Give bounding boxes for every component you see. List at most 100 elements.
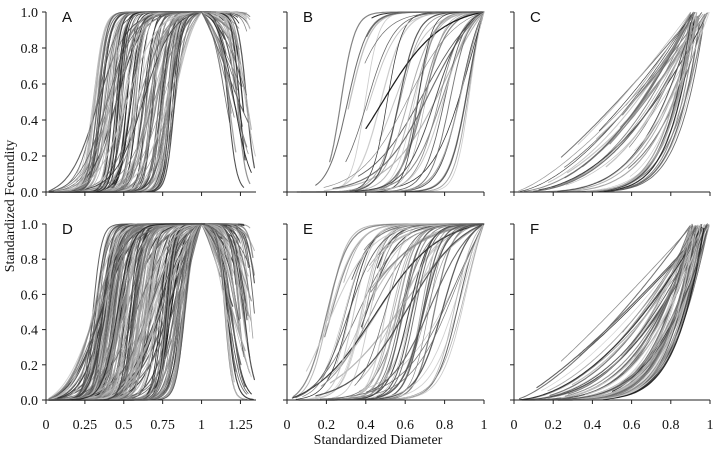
panels-group: 0.0 0.2 0.4 0.6 0.8 1.0 A B C 0 0.25 0.5 0.75 1 1.25 0.… [21,6,714,433]
panel-a-curve [48,11,249,193]
panel-b-curve [354,11,484,192]
panel-c-curve [551,17,698,193]
panel-c-curve [629,15,696,177]
panel-e-curve [315,223,484,397]
panel-e-curves [291,223,485,401]
panel-letter: E [303,221,313,238]
x-tick-label: 0 [284,418,291,433]
x-tick-label: 0.2 [318,418,336,433]
x-tick-label: 1 [481,418,488,433]
y-tick-label: 0.6 [21,288,39,303]
panel-b-curve [347,11,483,110]
panel-e-curve [354,223,484,386]
x-tick-label: 1 [707,418,714,433]
panel-c-curve [605,16,696,168]
panel-b-curve [323,11,484,188]
panel-e-curve [298,224,483,401]
x-tick-label: 0.6 [623,418,641,433]
panel-letter: F [530,221,539,238]
panel-c-curve [634,11,710,151]
panel-f: 0 0.2 0.4 0.6 0.8 1 F [510,221,714,433]
panel-c-curve [523,13,702,192]
panel-d-curves [46,222,256,401]
panel-a-curve [48,11,232,193]
panel-letter: B [303,9,313,26]
panel-c-curve [598,11,694,131]
panel-c-curve [557,16,694,192]
panel-e-curve [319,224,485,400]
panel-b-curve [332,12,484,189]
x-tick-label: 0.2 [544,418,562,433]
x-tick-label: 0.8 [662,418,680,433]
panel-c-curve [625,12,692,106]
panel-a-curve [53,11,214,193]
panel-f-curve [536,223,708,389]
panel-e-curve [377,223,485,397]
panel-f-curve [571,224,703,386]
panel-f-curve [547,224,702,392]
panel-c-curve [552,15,693,188]
panel-f-curves [518,223,710,401]
panel-b-curve [345,11,485,163]
x-tick-label: 0.4 [357,418,375,433]
panel-b-curves [296,11,485,193]
x-tick-label: 0.4 [584,418,602,433]
panel-c-curve [586,12,698,193]
panel-a-curves [48,11,256,193]
panel-c-curve [533,15,700,192]
panel-letter: A [62,9,72,26]
x-tick-label: 1 [198,418,205,433]
x-axis-title: Standardized Diameter [314,433,443,448]
panel-f-curve [518,226,703,401]
panel-f-curve [531,228,696,401]
x-tick-label: 1.25 [228,418,253,433]
panel-c: C [510,9,711,196]
y-tick-label: 0.4 [21,114,39,129]
x-tick-label: 0.25 [73,418,98,433]
panel-f-curve [523,225,695,401]
panel-e: 0 0.2 0.4 0.6 0.8 1 E [283,221,488,433]
panel-e-curve [329,224,483,384]
y-tick-label: 0.0 [21,394,39,409]
panel-c-curve [560,11,696,158]
panel-f-curve [603,227,705,400]
x-tick-label: 0.6 [396,418,414,433]
panel-f-curve [560,225,705,399]
panel-c-curve [538,12,708,191]
panel-c-curves [517,11,710,193]
y-tick-label: 1.0 [21,6,39,21]
x-tick-label: 0.8 [436,418,454,433]
y-tick-label: 0.0 [21,186,39,201]
panel-e-curve [366,224,484,393]
panel-b: B [283,9,485,196]
panel-c-curve [589,22,692,193]
x-tick-label: 0.75 [150,418,175,433]
y-axis-title: Standardized Fecundity [3,140,18,273]
panel-d-curve [48,223,206,400]
panel-a: 0.0 0.2 0.4 0.6 0.8 1.0 A [21,6,256,201]
panel-e-curve [370,223,484,293]
x-tick-label: 0 [43,418,50,433]
y-tick-label: 0.2 [21,359,39,374]
panel-c-curve [555,13,698,188]
y-tick-label: 1.0 [21,218,39,233]
panel-f-curve [564,227,698,397]
y-tick-label: 0.8 [21,42,39,57]
y-tick-label: 0.4 [21,324,39,339]
x-tick-label: 0.5 [115,418,133,433]
panel-f-curve [518,224,703,401]
y-tick-label: 0.6 [21,78,39,93]
panel-letter: D [62,221,73,238]
panel-a-curve [48,11,232,193]
x-tick-label: 0 [511,418,518,433]
panel-d: 0 0.25 0.5 0.75 1 1.25 0.0 0.2 0.4 0.6 0.8 1.0 D [21,218,256,433]
y-tick-label: 0.8 [21,253,39,268]
panel-b-curve [365,11,483,130]
panel-c-curve [564,13,694,179]
y-tick-label: 0.2 [21,150,39,165]
panel-c-curve [520,14,692,192]
panel-c-curve [577,12,691,145]
panel-f-curve [560,224,693,362]
panel-letter: C [530,9,541,26]
